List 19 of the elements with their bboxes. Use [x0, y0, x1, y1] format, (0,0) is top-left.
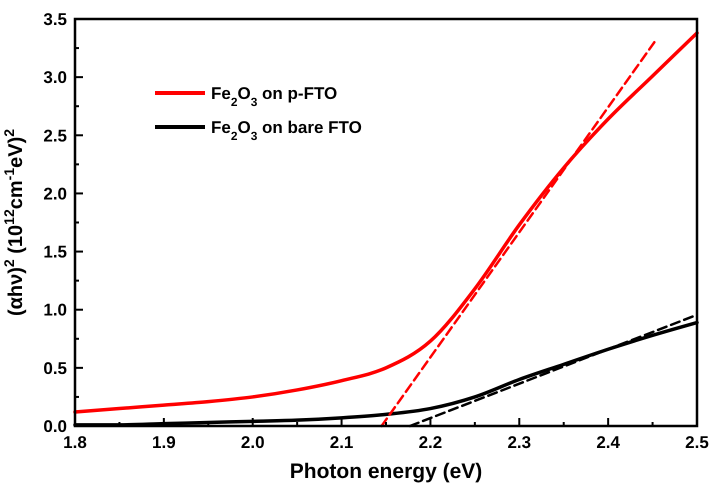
y-tick-label: 2.0 [43, 184, 67, 204]
y-tick-label: 2.5 [43, 126, 67, 146]
x-tick-label: 2.3 [507, 433, 532, 452]
x-tick-label: 2.0 [240, 433, 265, 452]
y-tick-label: 0.0 [43, 417, 67, 436]
x-tick-label: 2.4 [596, 433, 620, 452]
x-tick-label: 2.1 [330, 433, 354, 452]
y-tick-label: 3.0 [43, 68, 67, 88]
y-tick-label: 3.5 [43, 10, 67, 29]
x-tick-label: 1.8 [63, 433, 87, 452]
legend-label: Fe$_{2}$O$_{3}$ on bare FTO [211, 118, 362, 143]
legend-label: Fe$_{2}$O$_{3}$ on p-FTO [211, 84, 338, 109]
y-tick-label: 1.0 [43, 300, 67, 320]
x-tick-label: 2.5 [685, 433, 709, 452]
y-tick-label: 1.5 [43, 242, 67, 262]
x-tick-label: 2.2 [418, 433, 442, 452]
x-axis-title: Photon energy (eV) [290, 460, 482, 483]
x-tick-label: 1.9 [152, 433, 176, 452]
y-tick-label: 0.5 [43, 358, 67, 378]
